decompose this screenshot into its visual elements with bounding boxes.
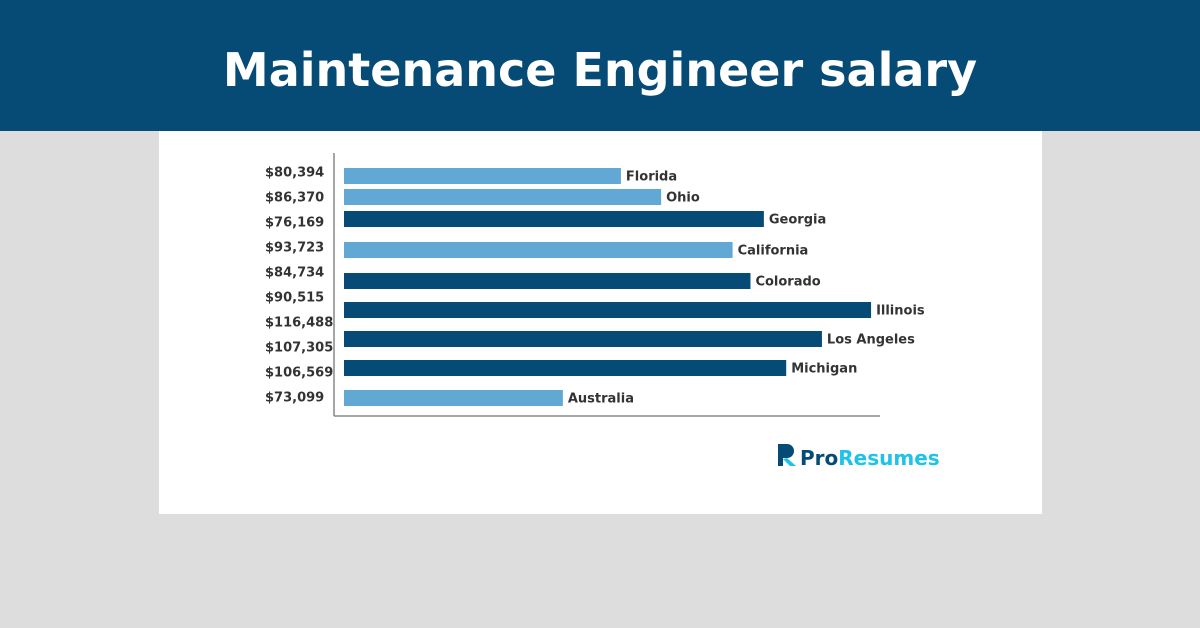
salary-label: $80,394: [265, 166, 324, 181]
logo-icon: [778, 444, 794, 466]
salary-label: $76,169: [265, 216, 324, 231]
logo-resumes: Resumes: [838, 446, 939, 470]
logo-icon: [783, 458, 796, 466]
header: Maintenance Engineer salary: [0, 0, 1200, 131]
bar: [344, 331, 822, 347]
title: Maintenance Engineer salary: [222, 43, 978, 97]
category-label: Illinois: [876, 304, 925, 319]
category-label: California: [738, 244, 809, 259]
salary-label: $106,569: [265, 366, 333, 381]
salary-label: $84,734: [265, 266, 324, 281]
logo-text: ProResumes: [800, 446, 940, 470]
category-label: Georgia: [769, 213, 826, 228]
bar: [344, 242, 733, 258]
bar: [344, 189, 662, 205]
logo: ProResumes: [778, 444, 940, 470]
category-label: Australia: [568, 392, 634, 407]
salary-label: $93,723: [265, 241, 324, 256]
salary-label: $90,515: [265, 291, 324, 306]
logo-pro: Pro: [800, 446, 838, 470]
bar: [344, 211, 764, 227]
salary-label: $86,370: [265, 191, 324, 206]
category-label: Colorado: [755, 275, 820, 290]
salary-label: $116,488: [265, 316, 333, 331]
category-label: Ohio: [666, 191, 700, 206]
category-label: Florida: [626, 170, 677, 185]
category-label: Los Angeles: [827, 333, 915, 348]
category-label: Michigan: [791, 362, 857, 377]
bar: [344, 390, 563, 406]
bar: [344, 302, 872, 318]
bar: [344, 360, 787, 376]
bar: [344, 168, 621, 184]
salary-label: $107,305: [265, 341, 333, 356]
bar: [344, 273, 751, 289]
salary-label: $73,099: [265, 391, 324, 406]
